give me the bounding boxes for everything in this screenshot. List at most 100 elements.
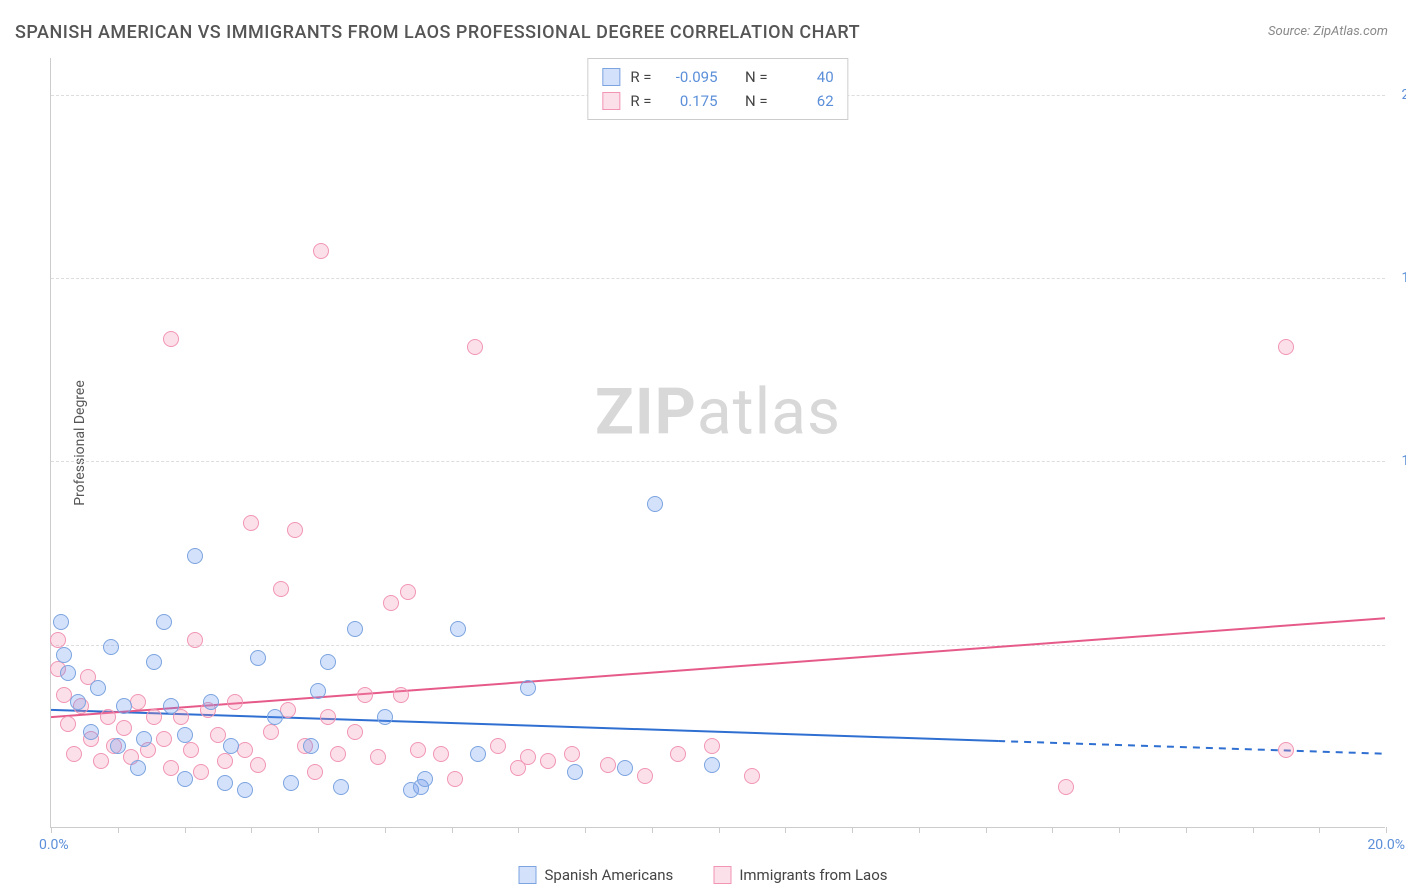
scatter-point-laos <box>263 724 279 740</box>
scatter-point-laos <box>210 727 226 743</box>
scatter-point-spanish <box>310 683 326 699</box>
x-tick <box>585 827 586 833</box>
scatter-point-spanish <box>470 746 486 762</box>
scatter-point-laos <box>100 709 116 725</box>
grid-line <box>51 461 1385 462</box>
scatter-point-laos <box>217 753 233 769</box>
plot-area: Professional Degree ZIPatlas 5.0%10.0%15… <box>50 58 1385 828</box>
y-tick-label: 15.0% <box>1389 270 1406 286</box>
scatter-point-laos <box>447 771 463 787</box>
scatter-point-spanish <box>60 665 76 681</box>
x-tick <box>385 827 386 833</box>
scatter-point-laos <box>704 738 720 754</box>
scatter-point-laos <box>273 581 289 597</box>
scatter-point-spanish <box>450 621 466 637</box>
scatter-point-laos <box>307 764 323 780</box>
stats-legend: R = -0.095 N = 40 R = 0.175 N = 62 <box>587 58 848 120</box>
x-tick <box>852 827 853 833</box>
scatter-point-laos <box>183 742 199 758</box>
scatter-point-laos <box>490 738 506 754</box>
legend-item-laos: Immigrants from Laos <box>713 866 887 884</box>
bottom-legend: Spanish Americans Immigrants from Laos <box>519 866 888 884</box>
scatter-point-laos <box>66 746 82 762</box>
scatter-point-laos <box>393 687 409 703</box>
r-value-spanish: -0.095 <box>662 65 718 89</box>
scatter-point-spanish <box>70 694 86 710</box>
scatter-point-spanish <box>217 775 233 791</box>
scatter-point-spanish <box>163 698 179 714</box>
scatter-point-laos <box>433 746 449 762</box>
scatter-point-laos <box>187 632 203 648</box>
scatter-point-spanish <box>283 775 299 791</box>
scatter-point-spanish <box>333 779 349 795</box>
swatch-spanish <box>519 866 537 884</box>
scatter-point-laos <box>370 749 386 765</box>
scatter-point-laos <box>1278 742 1294 758</box>
x-tick <box>118 827 119 833</box>
r-label: R = <box>630 89 651 113</box>
x-tick <box>1186 827 1187 833</box>
scatter-point-laos <box>116 720 132 736</box>
legend-item-spanish: Spanish Americans <box>519 866 674 884</box>
scatter-point-laos <box>287 522 303 538</box>
stats-row-laos: R = 0.175 N = 62 <box>602 89 833 113</box>
scatter-point-spanish <box>520 680 536 696</box>
scatter-point-laos <box>564 746 580 762</box>
scatter-point-spanish <box>110 738 126 754</box>
x-tick <box>1119 827 1120 833</box>
scatter-point-spanish <box>53 614 69 630</box>
n-value-laos: 62 <box>778 89 834 113</box>
x-tick <box>251 827 252 833</box>
scatter-point-spanish <box>90 680 106 696</box>
watermark: ZIPatlas <box>595 374 841 449</box>
scatter-point-laos <box>156 731 172 747</box>
scatter-point-laos <box>163 760 179 776</box>
y-tick-label: 5.0% <box>1389 637 1406 653</box>
x-origin-label: 0.0% <box>39 837 69 853</box>
scatter-point-spanish <box>103 639 119 655</box>
grid-line <box>51 278 1385 279</box>
scatter-point-laos <box>744 768 760 784</box>
scatter-point-spanish <box>116 698 132 714</box>
n-label: N = <box>745 65 768 89</box>
scatter-point-laos <box>193 764 209 780</box>
x-tick <box>518 827 519 833</box>
scatter-point-laos <box>250 757 266 773</box>
x-tick <box>919 827 920 833</box>
x-tick <box>785 827 786 833</box>
x-tick <box>452 827 453 833</box>
scatter-point-laos <box>520 749 536 765</box>
scatter-point-spanish <box>130 760 146 776</box>
scatter-point-laos <box>400 584 416 600</box>
y-tick-label: 10.0% <box>1389 453 1406 469</box>
source-attribution: Source: ZipAtlas.com <box>1268 24 1388 39</box>
x-max-label: 20.0% <box>1367 837 1405 853</box>
scatter-point-spanish <box>223 738 239 754</box>
scatter-point-laos <box>347 724 363 740</box>
x-tick <box>1319 827 1320 833</box>
watermark-light: atlas <box>697 374 841 449</box>
scatter-point-spanish <box>704 757 720 773</box>
scatter-point-laos <box>146 709 162 725</box>
scatter-point-laos <box>163 331 179 347</box>
scatter-point-spanish <box>617 760 633 776</box>
scatter-point-laos <box>50 632 66 648</box>
scatter-point-spanish <box>203 694 219 710</box>
scatter-point-spanish <box>377 709 393 725</box>
scatter-point-laos <box>467 339 483 355</box>
x-tick <box>1253 827 1254 833</box>
scatter-point-spanish <box>320 654 336 670</box>
scatter-point-laos <box>357 687 373 703</box>
scatter-point-spanish <box>187 548 203 564</box>
x-tick <box>1386 827 1387 833</box>
watermark-bold: ZIP <box>595 374 697 449</box>
scatter-point-spanish <box>267 709 283 725</box>
scatter-point-spanish <box>347 621 363 637</box>
scatter-point-spanish <box>647 496 663 512</box>
scatter-point-laos <box>330 746 346 762</box>
scatter-point-spanish <box>567 764 583 780</box>
scatter-point-laos <box>1058 779 1074 795</box>
scatter-point-laos <box>637 768 653 784</box>
scatter-point-laos <box>93 753 109 769</box>
x-tick <box>986 827 987 833</box>
